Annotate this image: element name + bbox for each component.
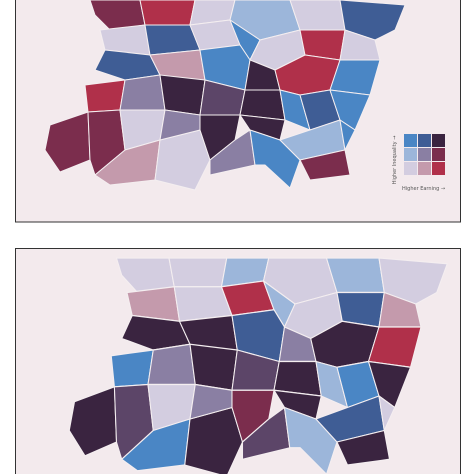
- legend-y-label: Higher Inequality →: [392, 136, 398, 185]
- district: [189, 343, 238, 391]
- bottom-map: [68, 257, 448, 474]
- district: [339, 119, 356, 151]
- legend-x-label: Higher Earning →: [402, 186, 445, 192]
- district: [68, 386, 118, 457]
- legend-swatch: [404, 148, 417, 161]
- top-map: [44, 0, 406, 191]
- district: [168, 257, 228, 288]
- district: [378, 257, 448, 305]
- district: [299, 149, 351, 181]
- district: [110, 349, 154, 388]
- legend-swatch: [432, 162, 445, 175]
- legend: Higher Inequality → Higher Earning →: [392, 134, 445, 192]
- legend-swatch: [404, 134, 417, 147]
- district: [44, 111, 91, 173]
- legend-swatch: [432, 134, 445, 147]
- district: [336, 429, 391, 466]
- district: [94, 139, 161, 186]
- district: [159, 74, 206, 116]
- district: [139, 0, 196, 26]
- legend-swatch: [404, 162, 417, 175]
- district: [119, 74, 166, 111]
- legend-swatch: [418, 134, 431, 147]
- district: [241, 406, 291, 460]
- district: [84, 79, 126, 113]
- legend-swatch: [418, 148, 431, 161]
- district: [339, 0, 406, 41]
- legend-swatch: [418, 162, 431, 175]
- district: [147, 343, 196, 386]
- legend-swatch: [432, 148, 445, 161]
- district: [325, 257, 385, 294]
- district: [378, 395, 396, 432]
- district: [121, 418, 191, 472]
- district: [209, 129, 256, 176]
- district: [289, 0, 346, 31]
